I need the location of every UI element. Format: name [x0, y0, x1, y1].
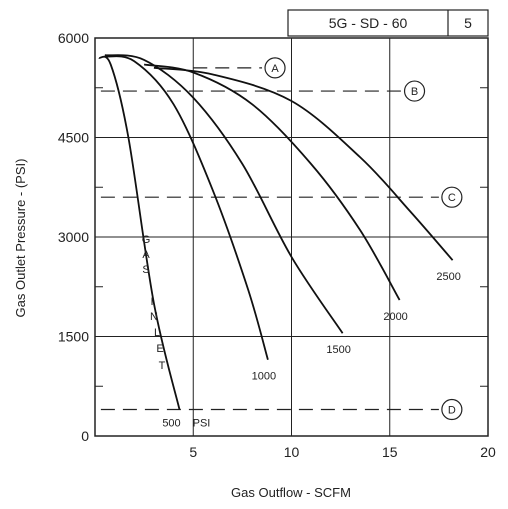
x-tick-label: 5: [189, 444, 197, 460]
inlet-letter: A: [142, 249, 150, 261]
y-tick-label: 0: [81, 428, 89, 444]
grid: [95, 38, 488, 436]
header-number: 5: [464, 15, 472, 31]
header-frame: [287, 9, 489, 37]
inlet-letter: N: [150, 311, 158, 323]
x-tick-label: 20: [480, 444, 496, 460]
reference-marker-d: [441, 398, 463, 421]
reference-label-a: A: [271, 63, 279, 75]
curve-label-500: 500: [162, 417, 180, 429]
reference-label-b: B: [411, 86, 418, 98]
reference-lines: A B C D: [100, 57, 463, 421]
curve-label-1500: 1500: [326, 344, 350, 356]
reference-marker-a: [264, 57, 286, 79]
axis-ticks: 5 10 15 20 0 1500 3000 4500 6000: [58, 30, 496, 460]
inlet-letter: E: [156, 343, 163, 355]
reference-label-d: D: [448, 404, 456, 416]
y-tick-label: 3000: [58, 229, 89, 245]
inlet-letter: S: [142, 264, 149, 276]
x-tick-label: 15: [382, 444, 398, 460]
curve-label-2500: 2500: [436, 271, 460, 283]
y-axis-title: Gas Outlet Pressure - (PSI): [13, 159, 28, 318]
curve-label-2000: 2000: [383, 311, 407, 323]
inlet-letter: T: [159, 360, 166, 372]
curves: [98, 54, 454, 410]
x-axis-title: Gas Outflow - SCFM: [231, 485, 351, 500]
curve-500: [98, 55, 181, 410]
reference-marker-b: [403, 80, 426, 102]
curve-label-1000: 1000: [252, 371, 276, 383]
curve-units-label: PSI: [193, 417, 211, 429]
plot-frame: [94, 37, 489, 437]
y-tick-label: 4500: [58, 130, 89, 146]
inlet-letter: L: [154, 327, 160, 339]
curve-2500: [153, 66, 454, 261]
x-tick-label: 10: [284, 444, 300, 460]
reference-label-c: C: [448, 192, 456, 204]
reference-marker-c: [441, 186, 463, 208]
curve-2000: [143, 63, 401, 301]
y-tick-label: 1500: [58, 329, 89, 345]
chart-header: 5G - SD - 60 5: [287, 9, 489, 37]
inlet-letter: G: [142, 234, 151, 246]
header-code: 5G - SD - 60: [329, 15, 408, 31]
curve-1500: [104, 54, 344, 334]
inlet-letter: I: [150, 296, 153, 308]
curve-1000: [104, 55, 269, 360]
y-tick-label: 6000: [58, 30, 89, 46]
